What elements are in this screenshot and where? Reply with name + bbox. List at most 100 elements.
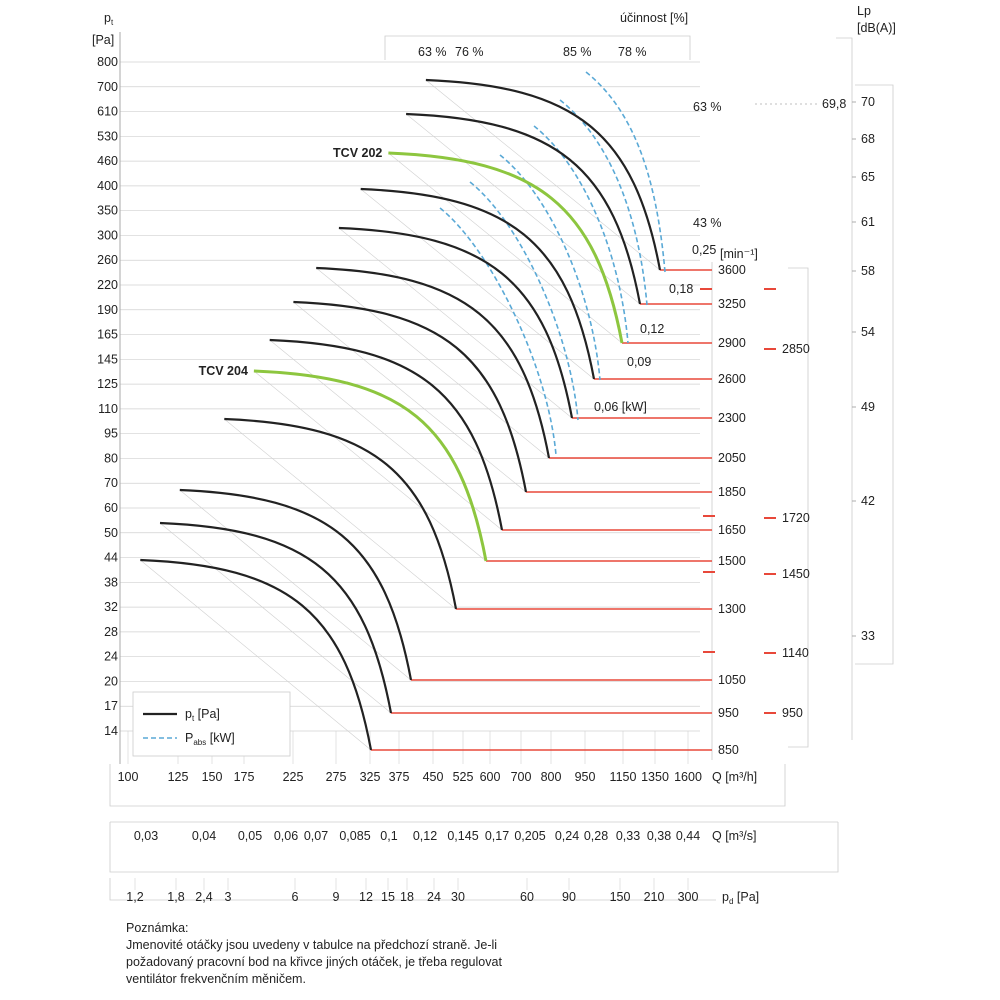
nominal-frame [788,267,809,748]
qh-tick-label: 450 [423,770,444,784]
nominal-speed-label: 1140 [782,646,809,660]
pressure-curve-2600 [360,187,596,380]
noise-tick-label: 70 [861,95,875,109]
qs-axis-label: Q [m³/s] [712,829,756,843]
y-tick-label: 125 [97,377,118,391]
pd-tick-label: 18 [400,890,414,904]
grid-diagonal [179,489,412,681]
pd-tick-label: 24 [427,890,441,904]
speed-label-850: 850 [718,743,739,757]
pd-tick-label: 300 [678,890,699,904]
y-tick-label: 70 [104,476,118,490]
qs-tick-label: 0,38 [647,829,671,843]
y-tick-label: 20 [104,674,118,688]
grid-diagonal [253,370,487,562]
qs-tick-label: 0,33 [616,829,640,843]
qs-axis-frame [109,822,839,873]
y-tick-label: 530 [97,129,118,143]
noise-frame [855,84,894,665]
pressure-curve-1050 [179,488,413,681]
qs-tick-label: 0,205 [514,829,545,843]
legend-box [132,691,291,757]
qs-tick-label: 0,04 [192,829,216,843]
y-tick-label: 350 [97,204,118,218]
power-label: 0,12 [640,322,664,336]
qh-tick-label: 100 [118,770,139,784]
note-title: Poznámka: [126,921,189,935]
qh-tick-label: 325 [360,770,381,784]
speed-unit: [min⁻¹] [720,247,758,261]
legend-label: Pabs [kW] [185,731,235,747]
pressure-curve-3600 [425,78,662,271]
y-tick-label: 50 [104,526,118,540]
speed-label-1300: 1300 [718,602,746,616]
speed-lines-layer [371,269,776,751]
qh-tick-label: 700 [511,770,532,784]
grid-diagonal [425,79,661,271]
pressure-curve-3250 [406,112,642,305]
qs-tick-label: 0,07 [304,829,328,843]
qh-tick-label: 525 [453,770,474,784]
y-tick-label: 32 [104,600,118,614]
qs-tick-label: 0,28 [584,829,608,843]
qs-tick-label: 0,03 [134,829,158,843]
y-tick-label: 800 [97,55,118,69]
nominal-speed-label: 2850 [782,342,810,356]
noise-tick-label: 54 [861,325,875,339]
qh-axis-label: Q [m³/h] [712,770,757,784]
nominal-speed-label: 1450 [782,567,810,581]
y-tick-label: 60 [104,501,118,515]
noise-axis-unit: [dB(A)] [857,21,896,35]
qs-tick-label: 0,17 [485,829,509,843]
pd-tick-label: 9 [333,890,340,904]
qh-tick-label: 275 [326,770,347,784]
grid-diagonal [269,339,503,531]
y-tick-label: 220 [97,278,118,292]
highlight-curve-tcv-202 [388,151,624,344]
qh-tick-label: 1350 [641,770,669,784]
speed-label-1500: 1500 [718,554,746,568]
noise-tick-label: 68 [861,132,875,146]
efficiency-top-label: 78 % [618,45,647,59]
grid-diagonal [159,522,392,714]
efficiency-right-label: 63 % [693,100,722,114]
speed-label-3600: 3600 [718,263,746,277]
y-axis-label: pt [104,11,114,27]
y-axis-unit: [Pa] [92,33,114,47]
speed-label-3250: 3250 [718,297,746,311]
legend-label: pt [Pa] [185,707,220,723]
noise-tick-label: 42 [861,494,875,508]
qs-tick-label: 0,06 [274,829,298,843]
y-tick-label: 700 [97,80,118,94]
speed-label-2900: 2900 [718,336,746,350]
qs-tick-label: 0,44 [676,829,700,843]
power-curve-2 [533,125,629,344]
efficiency-top-label: 76 % [455,45,484,59]
pd-tick-label: 2,4 [195,890,212,904]
y-tick-label: 460 [97,154,118,168]
qh-tick-label: 375 [389,770,410,784]
power-label: 0,25 [692,243,716,257]
qs-tick-label: 0,05 [238,829,262,843]
grid-diagonal [293,301,527,493]
pd-tick-label: 1,8 [167,890,184,904]
qh-tick-label: 175 [234,770,255,784]
pd-tick-label: 6 [292,890,299,904]
pd-tick-label: 12 [359,890,373,904]
pd-axis-frame [109,878,716,901]
power-label: 0,09 [627,355,651,369]
power-curve-0 [585,71,666,273]
y-tick-label: 95 [104,427,118,441]
legend: pt [Pa] Pabs [kW] [132,691,291,757]
noise-axis-label: Lp [857,4,871,18]
note-line-1: Jmenovité otáčky jsou uvedeny v tabulce … [126,938,498,952]
qh-tick-label: 1150 [610,770,637,784]
speed-label-2600: 2600 [718,372,746,386]
labels-layer: 8007006105304604003503002602201901651451… [92,4,896,906]
qs-tick-label: 0,24 [555,829,579,843]
y-tick-label: 44 [104,551,118,565]
pressure-curves-layer [140,78,662,751]
y-tick-label: 110 [98,402,118,416]
efficiency-frame [384,35,691,60]
noise-tick-label: 61 [861,215,875,229]
